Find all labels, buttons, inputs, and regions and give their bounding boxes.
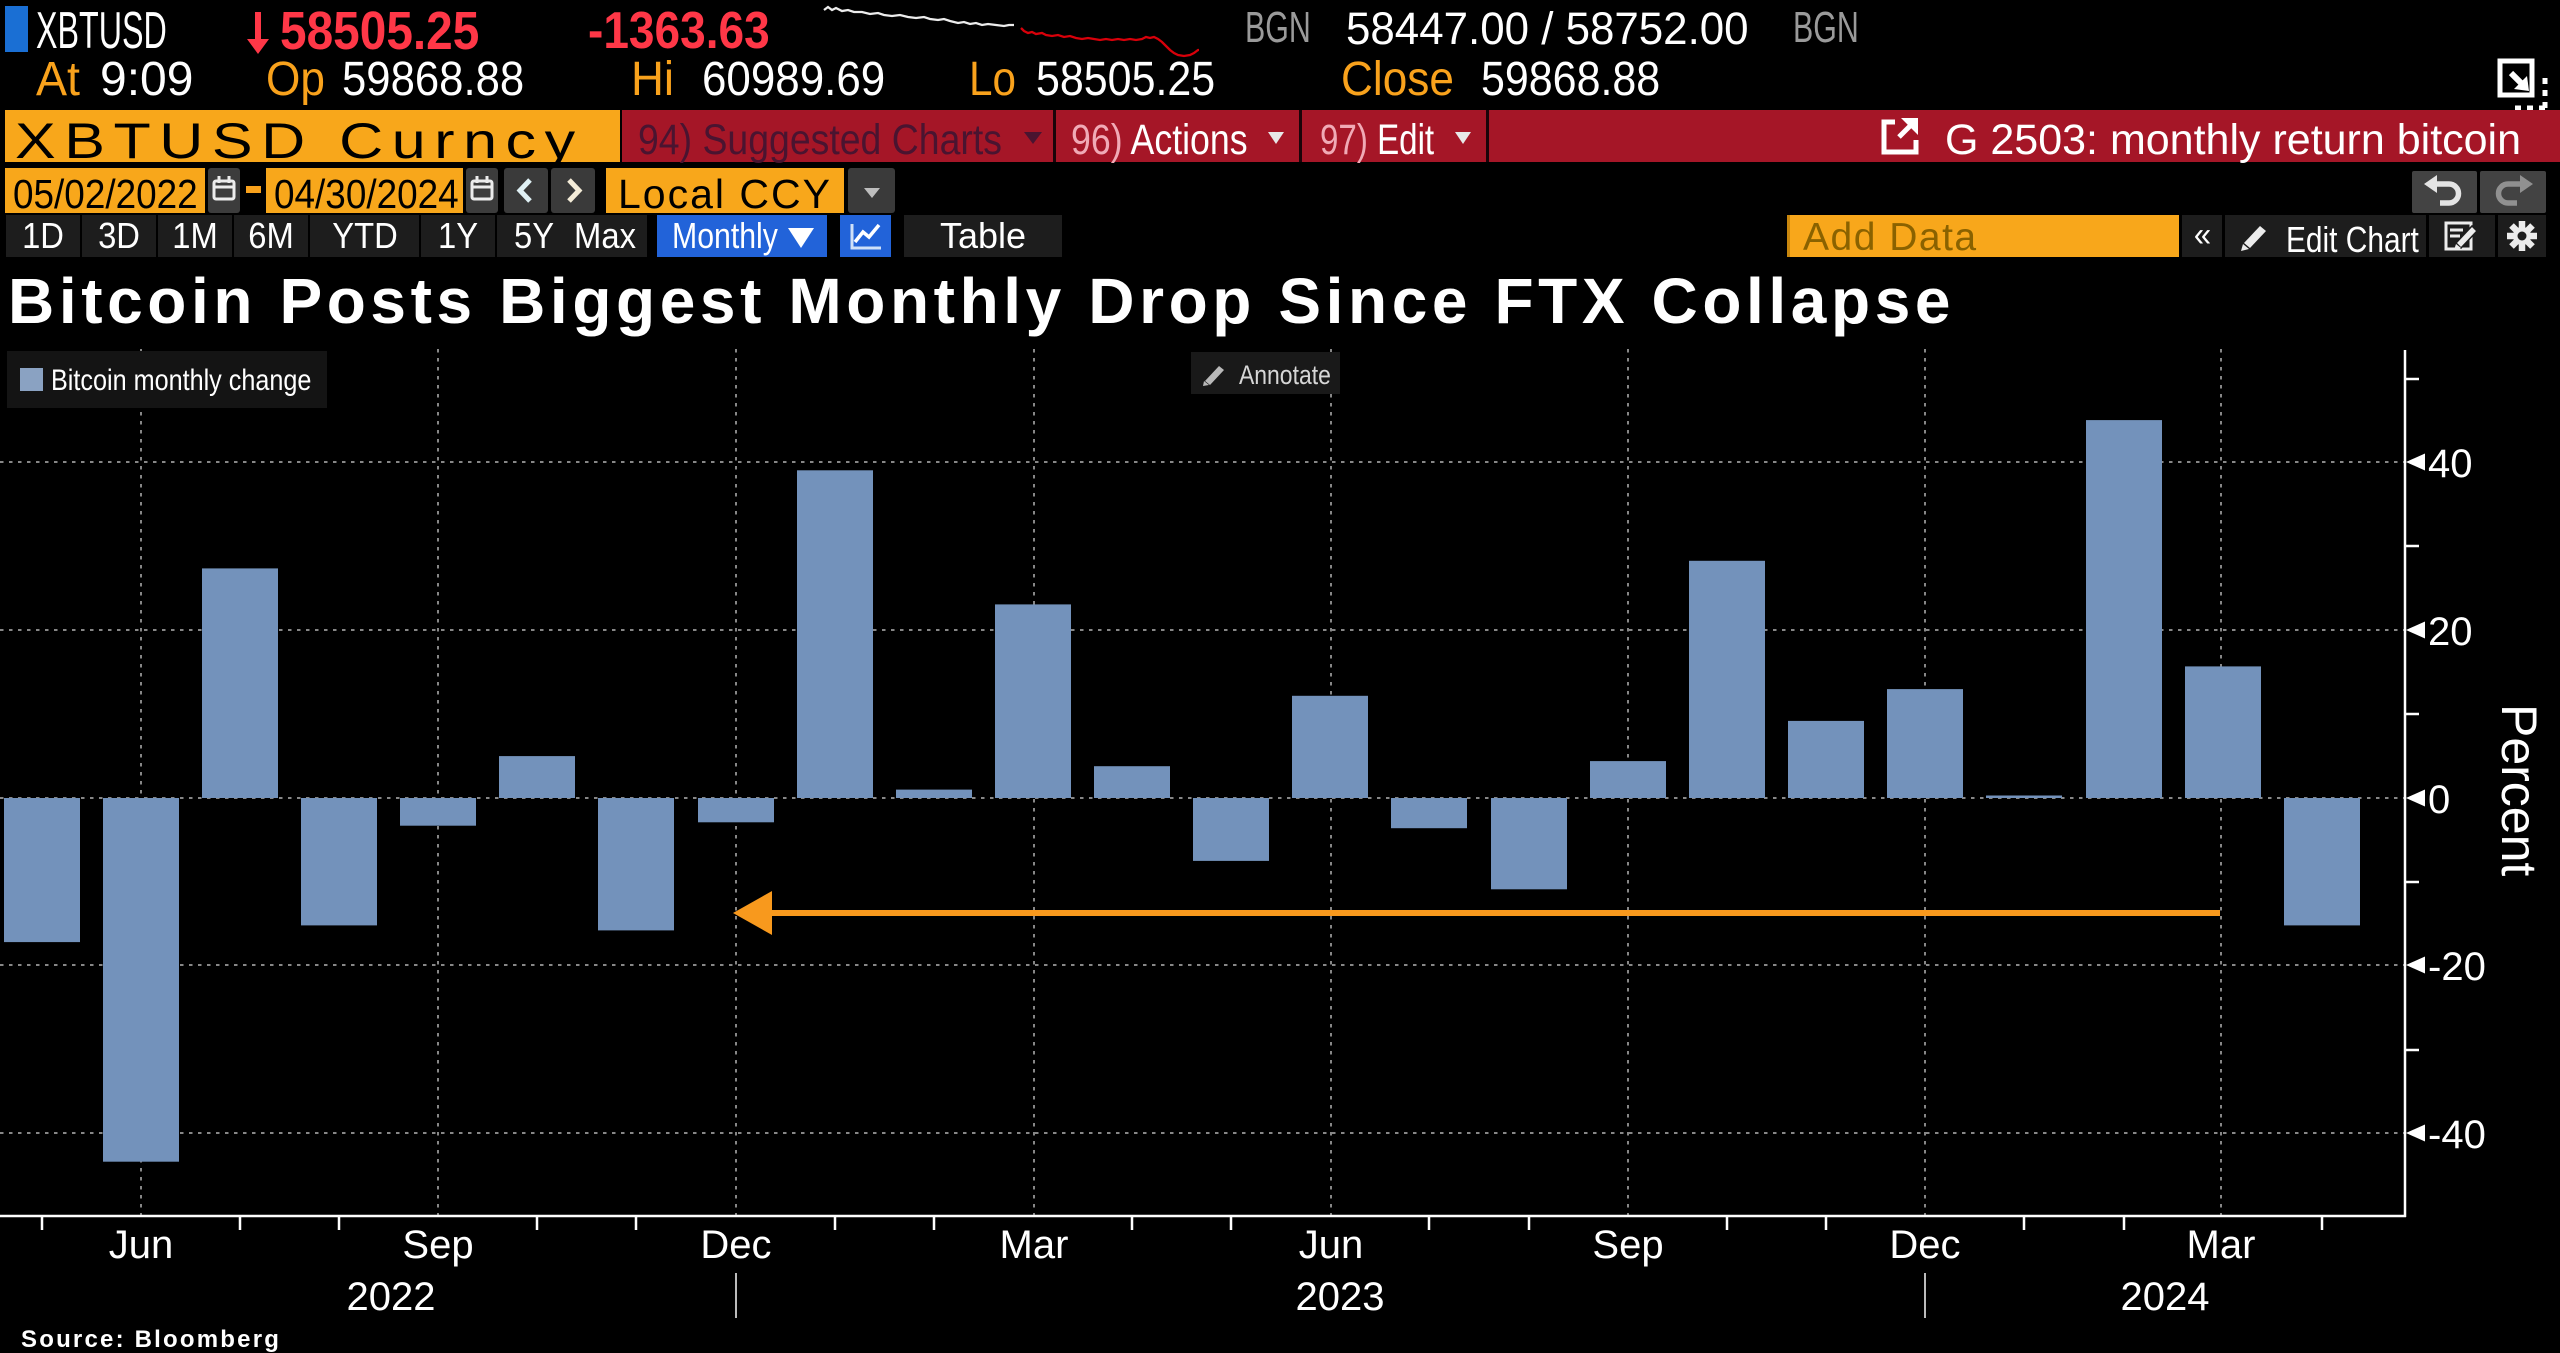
svg-text:Dec: Dec [700, 1223, 771, 1267]
svg-text:Bitcoin monthly change: Bitcoin monthly change [51, 363, 311, 397]
svg-text:Sep: Sep [402, 1223, 473, 1267]
svg-text:0: 0 [2428, 778, 2450, 822]
svg-text:Mar: Mar [2187, 1223, 2256, 1267]
svg-text:Source: Bloomberg: Source: Bloomberg [21, 1326, 281, 1353]
svg-text:2024: 2024 [2121, 1275, 2210, 1319]
svg-text:Mar: Mar [1000, 1223, 1069, 1267]
svg-text:-40: -40 [2428, 1113, 2486, 1157]
svg-text:40: 40 [2428, 442, 2473, 486]
svg-text:20: 20 [2428, 610, 2473, 654]
svg-text:-20: -20 [2428, 945, 2486, 989]
svg-text:Dec: Dec [1889, 1223, 1960, 1267]
svg-text:2023: 2023 [1296, 1275, 1385, 1319]
svg-text:Jun: Jun [1299, 1223, 1364, 1267]
svg-text:Percent: Percent [2491, 704, 2547, 876]
svg-text:Jun: Jun [109, 1223, 174, 1267]
svg-text:Annotate: Annotate [1239, 360, 1331, 390]
svg-text:Sep: Sep [1592, 1223, 1663, 1267]
svg-text:2022: 2022 [347, 1275, 436, 1319]
